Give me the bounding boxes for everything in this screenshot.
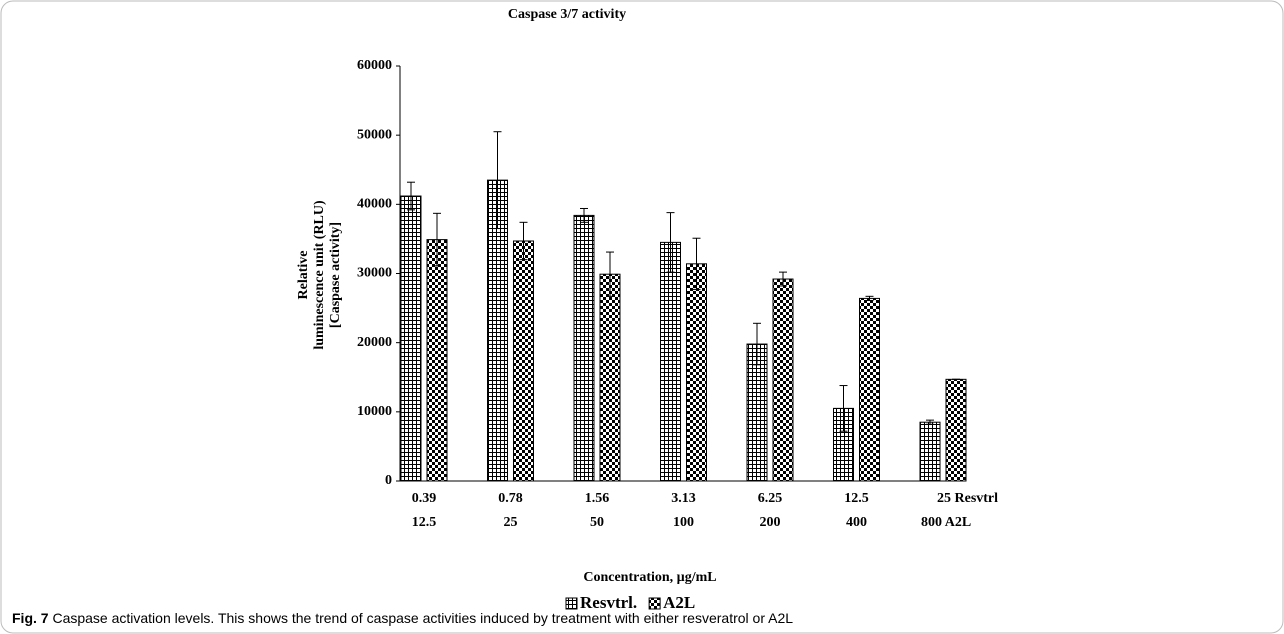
- y-label-line: Relative: [296, 251, 311, 300]
- x-tick-label: 12.5: [844, 491, 869, 506]
- x-tick-label: 800 A2L: [921, 515, 971, 530]
- x-tick-label: 400: [846, 515, 867, 530]
- bar: [945, 378, 967, 482]
- x-tick-label: 1.56: [585, 491, 610, 506]
- bar: [426, 239, 448, 482]
- x-tick-label: 0.39: [412, 491, 437, 506]
- error-bar: [580, 207, 588, 223]
- bar: [772, 278, 794, 482]
- y-tick-label: 0: [385, 473, 392, 488]
- chart-title: Caspase 3/7 activity: [508, 7, 626, 22]
- bar: [859, 297, 880, 482]
- error-bar: [519, 221, 528, 261]
- error-bar: [606, 251, 614, 297]
- y-label-line: [Caspase activity]: [328, 222, 343, 328]
- caption-label: Fig. 7: [12, 610, 49, 626]
- x-tick-label: 12.5: [412, 515, 437, 530]
- y-label-line: luminescence unit (RLU): [312, 200, 327, 350]
- bar: [513, 240, 534, 482]
- bar: [599, 273, 621, 482]
- error-bar: [926, 419, 934, 425]
- legend-swatch: [648, 597, 661, 610]
- x-tick-label: 0.78: [498, 491, 523, 506]
- x-axis-label: Concentration, µg/mL: [583, 570, 716, 585]
- legend-label: A2L: [663, 593, 695, 612]
- caption: Fig. 7 Caspase activation levels. This s…: [12, 610, 793, 626]
- y-tick-label: 30000: [357, 266, 392, 281]
- y-axis-label: Relative luminescence unit (RLU) [Caspas…: [296, 200, 343, 350]
- x-tick-label: 25: [504, 515, 518, 530]
- x-tick-label: 6.25: [758, 491, 783, 506]
- legend-label: Resvtrl.: [580, 593, 637, 612]
- legend-swatch: [565, 597, 578, 610]
- error-bar: [779, 271, 787, 287]
- y-tick-label: 50000: [357, 127, 392, 142]
- x-tick-label: 200: [760, 515, 781, 530]
- bar: [660, 241, 681, 482]
- x-tick-label: 3.13: [671, 491, 696, 506]
- x-tick-label: 50: [590, 515, 604, 530]
- error-bar: [666, 212, 675, 273]
- error-bar: [433, 212, 441, 267]
- error-bar: [407, 181, 415, 211]
- error-bar: [493, 131, 502, 230]
- y-tick-label: 60000: [357, 58, 392, 73]
- error-bar: [692, 237, 701, 290]
- error-bar: [753, 322, 761, 366]
- error-bar: [839, 385, 848, 432]
- bar: [573, 214, 595, 482]
- x-tick-label: 100: [673, 515, 694, 530]
- error-bar: [865, 295, 874, 301]
- bar: [400, 195, 422, 482]
- y-tick-label: 10000: [357, 404, 392, 419]
- bar: [686, 263, 707, 482]
- y-tick-label: 40000: [357, 197, 392, 212]
- x-tick-label: 25 Resvtrl: [937, 491, 998, 506]
- y-tick-label: 20000: [357, 335, 392, 350]
- bar: [919, 421, 941, 482]
- caption-text: Caspase activation levels. This shows th…: [49, 610, 794, 626]
